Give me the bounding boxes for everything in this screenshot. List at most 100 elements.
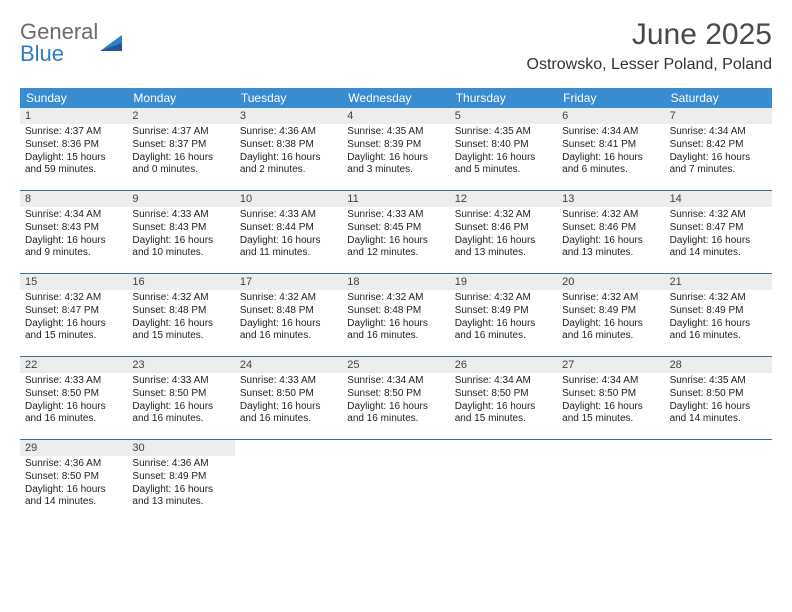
calendar-week: 29Sunrise: 4:36 AMSunset: 8:50 PMDayligh… [20, 439, 772, 522]
calendar: SundayMondayTuesdayWednesdayThursdayFrid… [20, 88, 772, 522]
sunset-line: Sunset: 8:47 PM [670, 222, 767, 235]
day-number: 9 [127, 191, 234, 207]
day-number: 8 [20, 191, 127, 207]
month-title: June 2025 [527, 18, 772, 52]
calendar-day: 16Sunrise: 4:32 AMSunset: 8:48 PMDayligh… [127, 274, 234, 356]
day-info: Sunrise: 4:37 AMSunset: 8:36 PMDaylight:… [20, 124, 127, 179]
daylight-line: Daylight: 16 hours and 15 minutes. [132, 318, 229, 344]
daylight-line: Daylight: 16 hours and 15 minutes. [25, 318, 122, 344]
daylight-line: Daylight: 16 hours and 14 minutes. [670, 235, 767, 261]
day-info: Sunrise: 4:32 AMSunset: 8:46 PMDaylight:… [557, 207, 664, 262]
day-number: 4 [342, 108, 449, 124]
sunrise-line: Sunrise: 4:32 AM [132, 292, 229, 305]
calendar-day: 10Sunrise: 4:33 AMSunset: 8:44 PMDayligh… [235, 191, 342, 273]
day-info: Sunrise: 4:32 AMSunset: 8:48 PMDaylight:… [127, 290, 234, 345]
calendar-day [557, 440, 664, 522]
day-info: Sunrise: 4:32 AMSunset: 8:49 PMDaylight:… [665, 290, 772, 345]
sunrise-line: Sunrise: 4:34 AM [670, 126, 767, 139]
day-info: Sunrise: 4:35 AMSunset: 8:39 PMDaylight:… [342, 124, 449, 179]
calendar-day: 24Sunrise: 4:33 AMSunset: 8:50 PMDayligh… [235, 357, 342, 439]
sunrise-line: Sunrise: 4:35 AM [670, 375, 767, 388]
sunset-line: Sunset: 8:50 PM [25, 471, 122, 484]
sunrise-line: Sunrise: 4:32 AM [25, 292, 122, 305]
day-number: 21 [665, 274, 772, 290]
daylight-line: Daylight: 16 hours and 16 minutes. [562, 318, 659, 344]
day-number: 30 [127, 440, 234, 456]
day-number: 20 [557, 274, 664, 290]
weekday-header-row: SundayMondayTuesdayWednesdayThursdayFrid… [20, 88, 772, 108]
day-number: 22 [20, 357, 127, 373]
day-info: Sunrise: 4:34 AMSunset: 8:42 PMDaylight:… [665, 124, 772, 179]
daylight-line: Daylight: 16 hours and 16 minutes. [132, 401, 229, 427]
day-number: 5 [450, 108, 557, 124]
calendar-day: 25Sunrise: 4:34 AMSunset: 8:50 PMDayligh… [342, 357, 449, 439]
sunrise-line: Sunrise: 4:33 AM [132, 375, 229, 388]
sunset-line: Sunset: 8:50 PM [562, 388, 659, 401]
sunrise-line: Sunrise: 4:32 AM [562, 292, 659, 305]
sunrise-line: Sunrise: 4:35 AM [455, 126, 552, 139]
sunrise-line: Sunrise: 4:33 AM [132, 209, 229, 222]
logo-triangle-icon [100, 35, 124, 53]
sunrise-line: Sunrise: 4:36 AM [240, 126, 337, 139]
sunset-line: Sunset: 8:41 PM [562, 139, 659, 152]
sunrise-line: Sunrise: 4:32 AM [562, 209, 659, 222]
day-number: 28 [665, 357, 772, 373]
sunrise-line: Sunrise: 4:34 AM [455, 375, 552, 388]
weekday-header: Monday [127, 88, 234, 108]
daylight-line: Daylight: 16 hours and 16 minutes. [670, 318, 767, 344]
logo-text: General Blue [20, 22, 98, 66]
day-info: Sunrise: 4:34 AMSunset: 8:50 PMDaylight:… [342, 373, 449, 428]
weekday-header: Wednesday [342, 88, 449, 108]
calendar-day: 7Sunrise: 4:34 AMSunset: 8:42 PMDaylight… [665, 108, 772, 190]
day-number: 25 [342, 357, 449, 373]
sunset-line: Sunset: 8:49 PM [562, 305, 659, 318]
calendar-day [235, 440, 342, 522]
sunset-line: Sunset: 8:49 PM [670, 305, 767, 318]
day-number: 3 [235, 108, 342, 124]
day-info: Sunrise: 4:32 AMSunset: 8:48 PMDaylight:… [342, 290, 449, 345]
sunrise-line: Sunrise: 4:33 AM [347, 209, 444, 222]
daylight-line: Daylight: 16 hours and 14 minutes. [670, 401, 767, 427]
calendar-day: 23Sunrise: 4:33 AMSunset: 8:50 PMDayligh… [127, 357, 234, 439]
day-number: 2 [127, 108, 234, 124]
daylight-line: Daylight: 16 hours and 16 minutes. [347, 401, 444, 427]
daylight-line: Daylight: 16 hours and 16 minutes. [25, 401, 122, 427]
calendar-week: 22Sunrise: 4:33 AMSunset: 8:50 PMDayligh… [20, 356, 772, 439]
calendar-day: 9Sunrise: 4:33 AMSunset: 8:43 PMDaylight… [127, 191, 234, 273]
day-info: Sunrise: 4:37 AMSunset: 8:37 PMDaylight:… [127, 124, 234, 179]
daylight-line: Daylight: 16 hours and 5 minutes. [455, 152, 552, 178]
day-number: 12 [450, 191, 557, 207]
sunset-line: Sunset: 8:48 PM [347, 305, 444, 318]
daylight-line: Daylight: 16 hours and 11 minutes. [240, 235, 337, 261]
calendar-day: 3Sunrise: 4:36 AMSunset: 8:38 PMDaylight… [235, 108, 342, 190]
daylight-line: Daylight: 16 hours and 15 minutes. [562, 401, 659, 427]
sunset-line: Sunset: 8:50 PM [132, 388, 229, 401]
calendar-day: 6Sunrise: 4:34 AMSunset: 8:41 PMDaylight… [557, 108, 664, 190]
day-number: 14 [665, 191, 772, 207]
daylight-line: Daylight: 16 hours and 13 minutes. [455, 235, 552, 261]
sunrise-line: Sunrise: 4:34 AM [562, 375, 659, 388]
day-info: Sunrise: 4:34 AMSunset: 8:50 PMDaylight:… [450, 373, 557, 428]
day-number: 10 [235, 191, 342, 207]
day-number: 23 [127, 357, 234, 373]
sunset-line: Sunset: 8:48 PM [240, 305, 337, 318]
calendar-day: 1Sunrise: 4:37 AMSunset: 8:36 PMDaylight… [20, 108, 127, 190]
calendar-day: 28Sunrise: 4:35 AMSunset: 8:50 PMDayligh… [665, 357, 772, 439]
logo: General Blue [20, 18, 124, 66]
sunset-line: Sunset: 8:36 PM [25, 139, 122, 152]
day-info: Sunrise: 4:36 AMSunset: 8:38 PMDaylight:… [235, 124, 342, 179]
day-info: Sunrise: 4:33 AMSunset: 8:44 PMDaylight:… [235, 207, 342, 262]
day-info: Sunrise: 4:35 AMSunset: 8:50 PMDaylight:… [665, 373, 772, 428]
sunrise-line: Sunrise: 4:37 AM [25, 126, 122, 139]
sunrise-line: Sunrise: 4:32 AM [347, 292, 444, 305]
calendar-day: 21Sunrise: 4:32 AMSunset: 8:49 PMDayligh… [665, 274, 772, 356]
day-info: Sunrise: 4:33 AMSunset: 8:50 PMDaylight:… [127, 373, 234, 428]
day-number: 26 [450, 357, 557, 373]
day-number: 7 [665, 108, 772, 124]
sunset-line: Sunset: 8:45 PM [347, 222, 444, 235]
sunset-line: Sunset: 8:48 PM [132, 305, 229, 318]
day-info: Sunrise: 4:33 AMSunset: 8:50 PMDaylight:… [20, 373, 127, 428]
sunset-line: Sunset: 8:44 PM [240, 222, 337, 235]
daylight-line: Daylight: 16 hours and 0 minutes. [132, 152, 229, 178]
calendar-day [342, 440, 449, 522]
